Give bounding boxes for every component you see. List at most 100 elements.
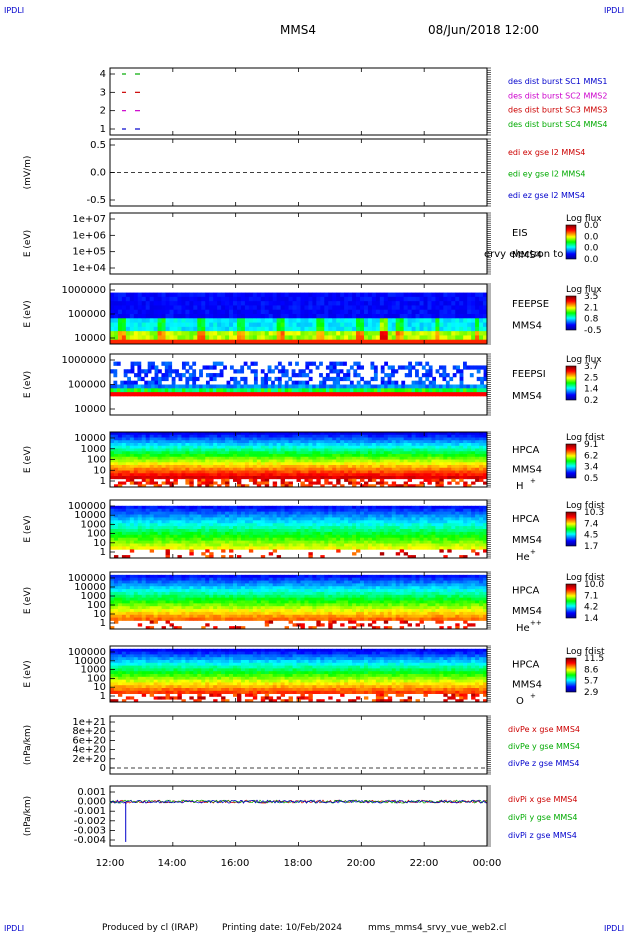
spectrogram-cell — [248, 432, 254, 436]
spectrogram-cell — [233, 443, 238, 447]
spectrogram-cell — [467, 465, 472, 469]
spectrogram-cell — [197, 443, 202, 447]
spectrogram-cell — [344, 445, 349, 449]
spectrogram-cell — [348, 443, 353, 447]
spectrogram-cell — [256, 531, 262, 536]
spectrogram-cell — [431, 335, 436, 341]
spectrogram-cell — [308, 478, 313, 482]
spectrogram-cell — [209, 531, 214, 536]
spectrogram-cell — [320, 301, 325, 306]
spectrogram-cell — [308, 440, 313, 444]
spectrogram-cell — [129, 459, 135, 463]
spectrogram-cell — [280, 309, 286, 315]
spectrogram-cell — [356, 523, 361, 527]
spectrogram-cell — [411, 448, 416, 452]
spectrogram-cell — [415, 443, 420, 447]
spectrogram-cell — [248, 534, 254, 539]
spectrogram-cell — [197, 467, 202, 471]
spectrogram-cell — [356, 296, 361, 302]
spectrogram-cell — [348, 432, 353, 436]
spectrogram-cell — [165, 326, 170, 332]
spectrogram-cell — [260, 305, 266, 311]
spectrogram-cell — [125, 462, 131, 466]
spectrogram-cell — [391, 373, 395, 378]
spectrogram-cell — [201, 339, 206, 345]
spectrogram-cell — [300, 437, 305, 441]
spectrogram-cell — [256, 537, 262, 541]
spectrogram-cell — [447, 451, 452, 455]
spectrogram-cell — [233, 445, 238, 449]
spectrogram-cell — [304, 511, 309, 515]
spectrogram-cell — [209, 331, 214, 336]
spectrogram-cell — [117, 481, 123, 485]
spectrogram-cell — [248, 514, 254, 518]
spectrogram-cell — [117, 451, 123, 455]
spectrogram-cell — [411, 292, 416, 298]
spectrogram-cell — [236, 384, 241, 389]
spectrogram-cell — [153, 445, 159, 449]
spectrogram-cell — [371, 462, 377, 466]
spectrogram-cell — [340, 534, 345, 539]
spectrogram-cell — [125, 546, 131, 550]
spectrogram-cell — [479, 335, 484, 341]
spectrogram-cell — [471, 335, 476, 341]
spectrogram-cell — [268, 508, 274, 512]
spectrogram-cell — [165, 443, 170, 447]
spectrogram-cell — [213, 546, 218, 550]
spectrogram-cell — [391, 322, 397, 328]
spectrogram-cell — [377, 384, 382, 389]
spectrogram-cell — [367, 546, 373, 550]
spectrogram-cell — [181, 434, 186, 438]
spectrogram-cell — [467, 292, 472, 298]
spectrogram-cell — [379, 543, 385, 547]
spectrogram-cell — [173, 546, 178, 550]
spectrogram-cell — [129, 292, 135, 298]
spectrogram-cell — [145, 526, 151, 530]
spectrogram-cell — [292, 445, 297, 449]
spectrogram-cell — [363, 326, 369, 332]
spectrogram-cell — [272, 459, 278, 463]
spectrogram-cell — [205, 514, 210, 518]
spectrogram-cell — [226, 384, 231, 389]
spectrogram-cell — [395, 309, 401, 315]
spectrogram-cell — [133, 467, 139, 471]
spectrogram-cell — [356, 440, 361, 444]
spectrogram-cell — [435, 473, 440, 477]
spectrogram-cell — [459, 292, 464, 298]
spectrogram-cell — [284, 339, 289, 345]
spectrogram-cell — [137, 526, 143, 530]
spectrogram-cell — [165, 318, 170, 323]
spectrogram-cell — [213, 456, 218, 460]
spectrogram-cell — [328, 454, 333, 458]
spectrogram-cell — [320, 505, 325, 510]
spectrogram-cell — [411, 318, 416, 323]
spectrogram-cell — [288, 505, 293, 510]
spectrogram-cell — [452, 392, 457, 397]
spectrogram-cell — [213, 451, 218, 455]
spectrogram-cell — [284, 543, 289, 547]
spectrogram-cell — [133, 511, 139, 515]
spectrogram-cell — [225, 339, 230, 345]
spectrogram-cell — [379, 331, 385, 336]
spectrogram-cell — [147, 369, 152, 374]
corner-mark-bottom-right: IPDLI — [604, 924, 624, 933]
spectrogram-cell — [193, 462, 198, 466]
spectrogram-cell — [125, 459, 131, 463]
spectrogram-cell — [367, 470, 373, 474]
header-datetime: 08/Jun/2018 12:00 — [428, 23, 539, 37]
spectrogram-cell — [264, 529, 270, 533]
spectrogram-cell — [442, 384, 447, 389]
spectrogram-cell — [233, 301, 238, 306]
spectrogram-cell — [328, 296, 333, 302]
spectrogram-cell — [455, 432, 460, 436]
spectrogram-cell — [256, 505, 262, 510]
spectrogram-cell — [185, 301, 190, 306]
spectrogram-cell — [217, 505, 222, 510]
spectrogram-cell — [233, 437, 238, 441]
spectrogram-cell — [298, 392, 303, 397]
spectrogram-cell — [177, 526, 182, 530]
spectrogram-cell — [164, 376, 169, 382]
spectrogram-cell — [471, 339, 476, 345]
spectrogram-cell — [157, 546, 162, 550]
spectrogram-cell — [244, 517, 250, 521]
